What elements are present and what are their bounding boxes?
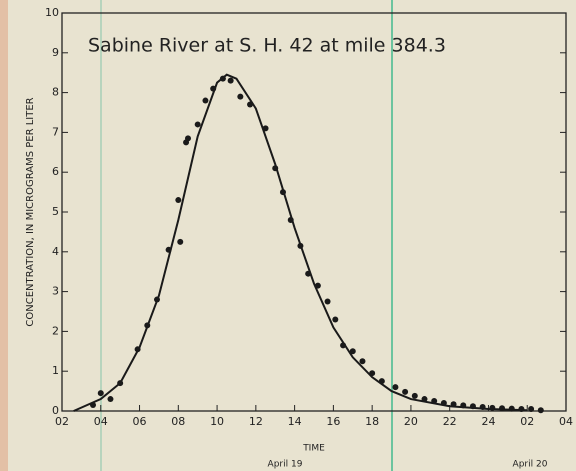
x-tick-label: 06 xyxy=(133,415,147,428)
data-point xyxy=(262,125,269,132)
y-tick-label: 7 xyxy=(52,125,59,138)
data-point xyxy=(518,406,525,413)
x-tick-label: 20 xyxy=(404,415,418,428)
x-tick-label: 02 xyxy=(520,415,534,428)
data-point xyxy=(272,165,279,172)
data-point xyxy=(227,77,234,84)
data-point xyxy=(508,405,515,412)
data-point xyxy=(450,401,457,408)
data-point xyxy=(469,403,476,410)
data-point xyxy=(237,93,244,100)
x-tick-label: 02 xyxy=(55,415,69,428)
data-point xyxy=(287,216,294,223)
data-point xyxy=(528,406,535,413)
data-point xyxy=(97,390,104,397)
data-point xyxy=(411,392,418,399)
x-tick-label: 14 xyxy=(288,415,302,428)
fitted-curve xyxy=(73,73,528,412)
x-tick-label: 04 xyxy=(559,415,573,428)
x-tick-label: 08 xyxy=(171,415,185,428)
y-tick-label: 0 xyxy=(52,404,59,417)
data-point xyxy=(210,85,217,92)
x-tick-label: 22 xyxy=(443,415,457,428)
data-point xyxy=(402,388,409,395)
data-point xyxy=(202,97,209,104)
x-tick-label: 16 xyxy=(326,415,340,428)
data-point xyxy=(107,396,114,403)
data-point xyxy=(378,378,385,385)
data-point xyxy=(177,238,184,245)
x-tick-label: 18 xyxy=(365,415,379,428)
y-tick-label: 2 xyxy=(52,324,59,337)
data-point xyxy=(332,316,339,323)
data-point xyxy=(219,75,226,82)
data-point xyxy=(499,405,506,412)
data-point xyxy=(279,189,286,196)
y-tick-label: 8 xyxy=(52,86,59,99)
data-point xyxy=(460,402,467,409)
y-tick-label: 10 xyxy=(45,6,59,19)
x-tick-label: 12 xyxy=(249,415,263,428)
data-point xyxy=(537,407,544,414)
data-point xyxy=(489,404,496,411)
x-tick-label: 24 xyxy=(481,415,495,428)
data-point xyxy=(297,242,304,249)
data-point xyxy=(440,400,447,407)
data-point xyxy=(305,270,312,277)
chart-title: Sabine River at S. H. 42 at mile 384.3 xyxy=(88,35,446,57)
data-point xyxy=(340,342,347,349)
data-point xyxy=(247,101,254,108)
data-point xyxy=(314,282,321,289)
x-tick-label: 10 xyxy=(210,415,224,428)
data-point xyxy=(90,402,97,409)
x-tick-label: 04 xyxy=(94,415,108,428)
data-point xyxy=(175,197,182,204)
date-label: April 20 xyxy=(513,460,548,470)
data-point xyxy=(165,246,172,253)
scan-edge xyxy=(0,0,8,471)
date-label: April 19 xyxy=(268,460,303,470)
y-axis-label: CONCENTRATION, IN MICROGRAMS PER LITER xyxy=(25,97,36,326)
data-point xyxy=(185,135,191,142)
data-point xyxy=(479,404,486,411)
data-point xyxy=(349,348,356,355)
y-tick-label: 3 xyxy=(52,285,59,298)
y-tick-label: 6 xyxy=(52,165,59,178)
data-point xyxy=(153,296,160,303)
data-point xyxy=(431,398,438,405)
data-point xyxy=(117,380,124,387)
x-axis-label: TIME xyxy=(302,444,325,454)
y-tick-label: 9 xyxy=(52,46,59,59)
y-tick-label: 5 xyxy=(52,205,59,218)
y-tick-label: 1 xyxy=(52,364,59,377)
data-point xyxy=(194,121,201,128)
data-point xyxy=(369,370,376,377)
y-tick-label: 4 xyxy=(52,245,59,258)
data-point xyxy=(359,358,366,365)
data-point xyxy=(392,384,399,391)
data-point xyxy=(324,298,331,305)
data-point xyxy=(144,322,151,329)
data-point xyxy=(134,346,141,353)
data-point xyxy=(421,396,428,403)
